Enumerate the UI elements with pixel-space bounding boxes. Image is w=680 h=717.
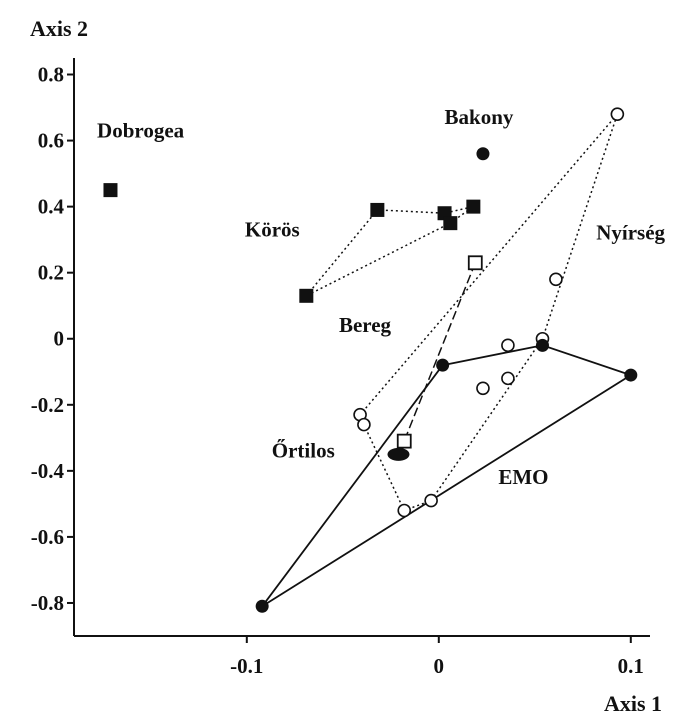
y-tick-label: -0.4 xyxy=(31,459,65,483)
point-nyírség xyxy=(357,417,371,432)
y-tick-label: -0.6 xyxy=(31,525,64,549)
point-őrtilos xyxy=(387,447,410,461)
y-tick-label: 0.6 xyxy=(38,129,64,153)
label-emo: EMO xyxy=(498,465,548,489)
label-bereg: Bereg xyxy=(339,313,392,337)
label-nyírség: Nyírség xyxy=(596,221,665,245)
point-bakony xyxy=(476,147,490,161)
point-körös xyxy=(299,288,314,303)
y-tick-label: 0 xyxy=(54,327,65,351)
y-tick-label: 0.2 xyxy=(38,261,64,285)
point-nyírség xyxy=(501,338,515,353)
point-körös xyxy=(370,202,385,217)
point-körös xyxy=(466,199,481,214)
label-körös: Körös xyxy=(245,217,300,241)
point-nyírség xyxy=(424,493,438,508)
y-axis-title: Axis 2 xyxy=(30,16,88,41)
label-dobrogea: Dobrogea xyxy=(97,118,185,142)
point-nyírség xyxy=(397,503,412,518)
x-tick-label: 0.1 xyxy=(618,654,644,678)
outline-emo xyxy=(261,344,633,608)
x-tick-label: 0 xyxy=(434,654,445,678)
point-emo xyxy=(255,599,269,613)
label-bakony: Bakony xyxy=(445,105,514,129)
point-nyírség xyxy=(501,371,515,386)
point-bereg xyxy=(396,433,412,449)
point-emo xyxy=(535,338,549,352)
x-ticks: -0.1 0 0.1 xyxy=(230,636,644,678)
x-tick-label: -0.1 xyxy=(230,654,263,678)
point-emo xyxy=(624,368,638,382)
point-emo xyxy=(436,358,450,372)
y-tick-label: 0.8 xyxy=(38,63,64,87)
point-nyírség xyxy=(610,107,625,121)
x-axis-title: Axis 1 xyxy=(604,691,662,716)
y-tick-label: -0.2 xyxy=(31,393,64,417)
y-tick-label: -0.8 xyxy=(31,591,64,615)
group-labels: Dobrogea Bakony Körös Nyírség Bereg Őrtilos EM… xyxy=(97,105,666,489)
point-nyírség xyxy=(476,381,490,396)
point-nyírség xyxy=(549,272,563,287)
point-dobrogea xyxy=(103,183,118,198)
y-ticks: 0.8 0.6 0.4 0.2 0 -0.2 -0.4 -0.6 -0.8 xyxy=(31,63,74,615)
label-őrtilos: Őrtilos xyxy=(272,439,335,463)
y-tick-label: 0.4 xyxy=(38,195,65,219)
axes xyxy=(73,58,650,637)
outline-bereg xyxy=(403,262,476,442)
point-körös xyxy=(443,216,458,231)
data-points xyxy=(103,107,638,613)
point-bereg xyxy=(467,255,483,271)
